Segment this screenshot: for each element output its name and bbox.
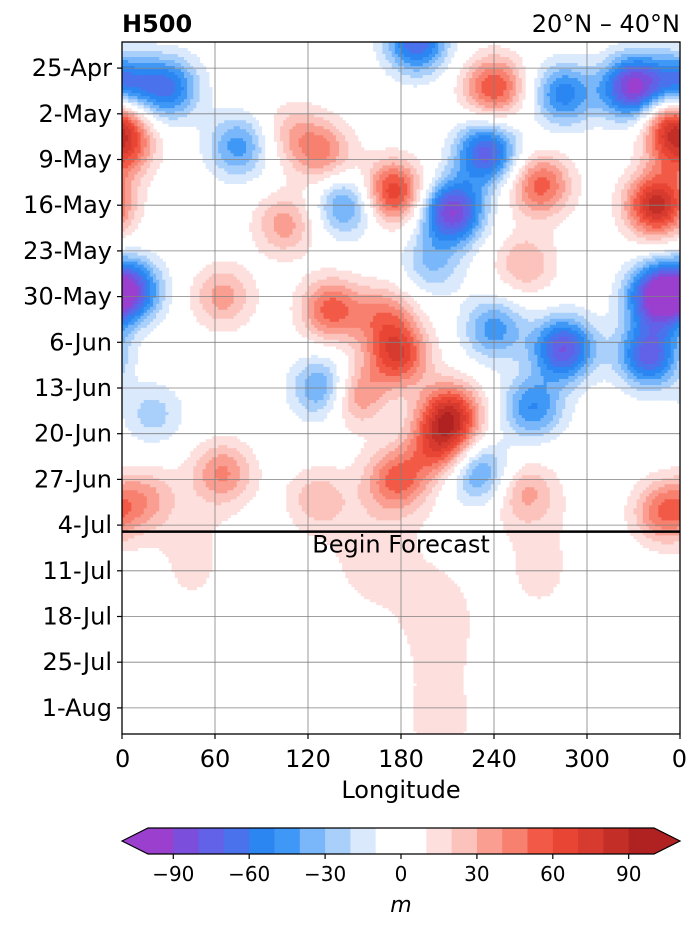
- field-cell: [336, 171, 340, 175]
- field-cell: [327, 174, 331, 178]
- field-cell: [624, 126, 628, 130]
- field-cell: [658, 102, 662, 106]
- field-cell: [426, 81, 430, 85]
- field-cell: [630, 123, 634, 127]
- field-cell: [342, 168, 346, 172]
- chart-title: H500: [122, 10, 192, 38]
- field-cell: [643, 114, 647, 118]
- field-cell: [513, 111, 517, 115]
- field-cell: [320, 177, 324, 181]
- field-cell: [413, 84, 417, 88]
- field-cell: [590, 126, 594, 130]
- field-cell: [249, 177, 253, 181]
- field-cell: [581, 129, 585, 133]
- chart-region-label: 20°N – 40°N: [532, 10, 680, 38]
- field-cell: [314, 180, 318, 184]
- field-cell: [255, 174, 259, 178]
- field-cell: [432, 78, 436, 82]
- field-cell: [243, 180, 247, 184]
- field-cell: [351, 165, 355, 169]
- field-cell: [503, 114, 507, 118]
